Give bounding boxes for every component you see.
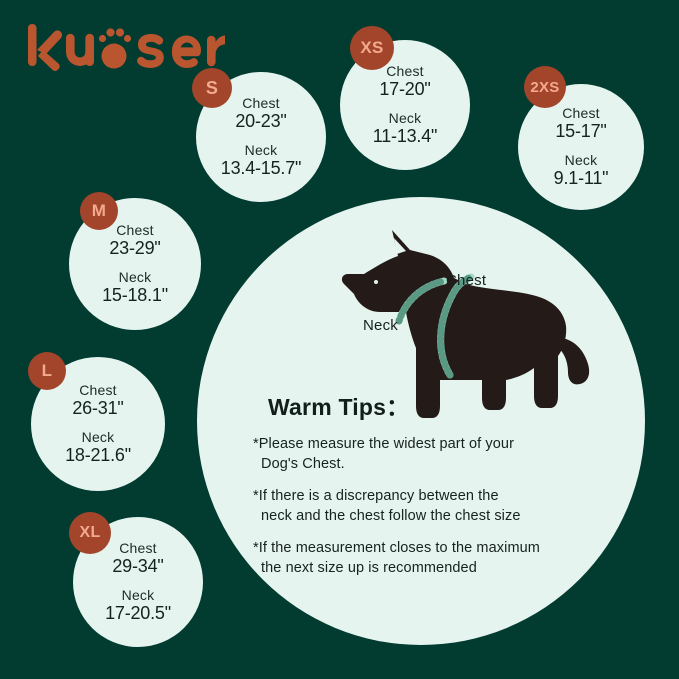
warm-tips-section: Warm Tips： *Please measure the widest pa…: [253, 388, 618, 578]
neck-value-xs: 11-13.4": [372, 125, 438, 146]
size-badge-xs[interactable]: XS: [350, 26, 394, 70]
chest-label-l: Chest: [79, 381, 117, 398]
warm-tip-1: *Please measure the widest part of your …: [253, 436, 515, 472]
chest-value-s: 20-23": [235, 110, 287, 131]
neck-value-s: 13.4-15.7": [220, 157, 302, 178]
neck-value-m: 15-18.1": [102, 284, 168, 305]
warm-tip-2: *If there is a discrepancy between the n…: [253, 488, 521, 524]
chest-diagram-label: Chest: [446, 272, 487, 289]
chest-value-m: 23-29": [109, 237, 161, 258]
size-badge-xl[interactable]: XL: [69, 512, 111, 554]
neck-label-2xs: Neck: [564, 151, 598, 168]
warm-tips-title: Warm Tips：: [268, 394, 410, 420]
chest-value-xl: 29-34": [112, 555, 164, 576]
chest-value-xs: 17-20": [379, 78, 431, 99]
chest-label-xs: Chest: [386, 62, 424, 79]
warm-tip-3: *If the measurement closes to the maximu…: [253, 540, 540, 576]
size-badge-m[interactable]: M: [80, 192, 118, 230]
size-badge-2xs[interactable]: 2XS: [524, 66, 566, 108]
neck-label-m: Neck: [118, 268, 152, 285]
neck-label-s: Neck: [244, 141, 278, 158]
chest-value-2xs: 15-17": [555, 120, 607, 141]
neck-diagram-label: Neck: [363, 317, 398, 334]
neck-label-l: Neck: [81, 428, 115, 445]
chest-label-2xs: Chest: [562, 104, 600, 121]
neck-value-xl: 17-20.5": [105, 602, 171, 623]
neck-label-xs: Neck: [388, 109, 422, 126]
chest-label-m: Chest: [116, 221, 154, 238]
paw-print-icon: [98, 28, 132, 69]
neck-value-l: 18-21.6": [65, 444, 131, 465]
chest-tape-measure: [437, 273, 475, 379]
chest-label-s: Chest: [242, 94, 280, 111]
neck-label-xl: Neck: [121, 586, 155, 603]
neck-tape-measure: [395, 277, 448, 325]
brand-logo: [26, 24, 226, 74]
chest-value-l: 26-31": [72, 397, 124, 418]
neck-value-2xs: 9.1-11": [553, 167, 609, 188]
size-badge-l[interactable]: L: [28, 352, 66, 390]
dog-silhouette-illustration: [340, 228, 608, 436]
chest-label-xl: Chest: [119, 539, 157, 556]
size-badge-s[interactable]: S: [192, 68, 232, 108]
